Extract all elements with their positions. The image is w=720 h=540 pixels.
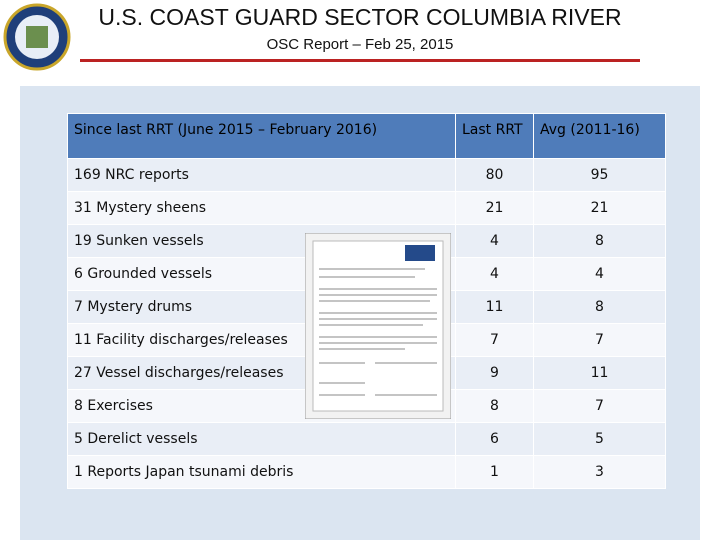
count-cell: 7 <box>533 323 666 357</box>
count-cell: 7 <box>455 323 534 357</box>
count-cell: 21 <box>455 191 534 225</box>
count-cell: 80 <box>455 158 534 192</box>
table-row: 169 NRC reports 80 95 <box>67 158 666 192</box>
count-cell: 7 <box>533 389 666 423</box>
table-row: 5 Derelict vessels 6 5 <box>67 422 666 456</box>
item-cell: 31 Mystery sheens <box>67 191 456 225</box>
count-cell: 8 <box>533 224 666 258</box>
divider <box>80 59 640 62</box>
item-cell: 1 Reports Japan tsunami debris <box>67 455 456 489</box>
count-cell: 4 <box>455 257 534 291</box>
count-cell: 11 <box>533 356 666 390</box>
header-cell: Since last RRT (June 2015 – February 201… <box>67 113 456 159</box>
count-cell: 8 <box>533 290 666 324</box>
count-cell: 4 <box>455 224 534 258</box>
table-row: 6 Grounded vessels 4 4 <box>67 257 666 291</box>
table-row: 1 Reports Japan tsunami debris 1 3 <box>67 455 666 489</box>
count-cell: 3 <box>533 455 666 489</box>
count-cell: 11 <box>455 290 534 324</box>
header-row: Since last RRT (June 2015 – February 201… <box>67 113 666 159</box>
table-row: 31 Mystery sheens 21 21 <box>67 191 666 225</box>
count-cell: 21 <box>533 191 666 225</box>
subtitle: OSC Report – Feb 25, 2015 <box>266 36 454 53</box>
title: U.S. COAST GUARD SECTOR COLUMBIA RIVER <box>98 4 622 30</box>
item-cell: 169 NRC reports <box>67 158 456 192</box>
count-cell: 8 <box>455 389 534 423</box>
count-cell: 4 <box>533 257 666 291</box>
header-cell: Avg (2011-16) <box>533 113 666 159</box>
header-cell: Last RRT <box>455 113 534 159</box>
count-cell: 6 <box>455 422 534 456</box>
item-cell: 5 Derelict vessels <box>67 422 456 456</box>
count-cell: 95 <box>533 158 666 192</box>
count-cell: 5 <box>533 422 666 456</box>
report-table: Since last RRT (June 2015 – February 201… <box>67 113 666 489</box>
document-thumbnail <box>305 233 451 419</box>
count-cell: 1 <box>455 455 534 489</box>
logo <box>3 3 71 71</box>
count-cell: 9 <box>455 356 534 390</box>
